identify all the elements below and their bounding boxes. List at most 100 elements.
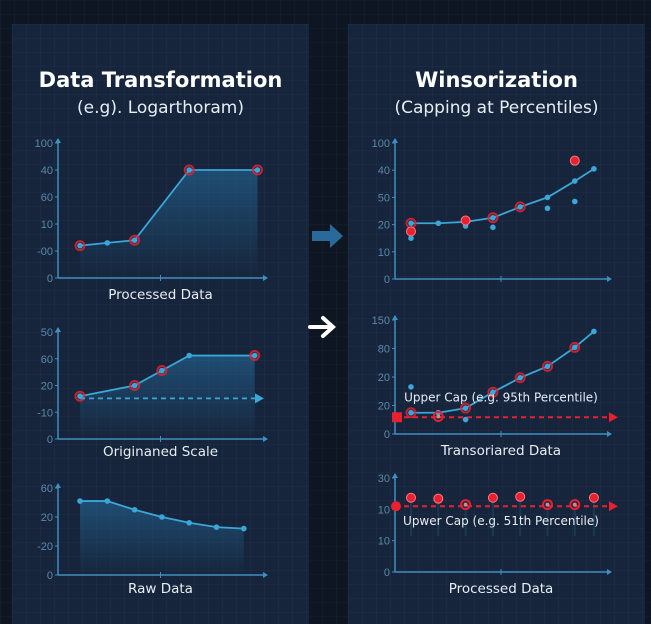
data-point bbox=[104, 240, 111, 246]
chart-3: 0 -20 20 60 Raw Data bbox=[37, 483, 268, 597]
capped-point bbox=[545, 502, 550, 507]
y-tick-label: 0 bbox=[384, 274, 390, 286]
scatter-point bbox=[572, 198, 578, 205]
x-axis-arrow-icon bbox=[607, 276, 612, 282]
data-point bbox=[572, 178, 578, 184]
x-axis-label: Originaned Scale bbox=[103, 444, 218, 460]
scatter-point bbox=[408, 235, 414, 241]
y-tick-label: 10 bbox=[378, 504, 390, 516]
right-subtitle: (Capping at Percentiles) bbox=[394, 98, 599, 118]
arrow-right-icon bbox=[255, 393, 264, 404]
y-tick-label: 60 bbox=[41, 483, 53, 495]
data-point bbox=[490, 389, 496, 396]
y-axis-arrow-icon bbox=[55, 138, 61, 143]
y-tick-label: 10 bbox=[378, 247, 390, 259]
data-point bbox=[591, 166, 597, 172]
y-axis-arrow-icon bbox=[55, 483, 61, 488]
y-tick-label: 10 bbox=[41, 219, 53, 231]
capped-point-ring bbox=[460, 499, 472, 511]
data-point bbox=[131, 382, 138, 389]
outlier-ring bbox=[74, 240, 86, 252]
capped-point bbox=[406, 226, 416, 237]
y-axis-arrow-icon bbox=[392, 315, 398, 320]
outlier-ring bbox=[487, 386, 499, 398]
data-point bbox=[591, 328, 597, 335]
data-point bbox=[572, 344, 578, 351]
y-tick-label: -10 bbox=[37, 407, 53, 419]
capped-point bbox=[463, 502, 468, 507]
y-tick-label: 0 bbox=[47, 273, 53, 285]
x-axis-arrow-icon bbox=[607, 431, 612, 437]
scatter-point bbox=[490, 224, 496, 231]
cap-marker bbox=[391, 501, 401, 512]
scatter-point bbox=[408, 384, 414, 390]
outlier-ring bbox=[249, 350, 261, 362]
capped-point bbox=[487, 492, 498, 503]
series-line bbox=[411, 330, 595, 414]
y-tick-label: 60 bbox=[41, 354, 53, 366]
y-tick-label: 20 bbox=[378, 372, 390, 384]
chart-2: 0 -10 20 60 50 Originaned Scale bbox=[37, 327, 268, 460]
y-tick-label: 40 bbox=[378, 165, 390, 177]
y-tick-label: 50 bbox=[378, 192, 390, 204]
y-tick-label: 50 bbox=[41, 327, 53, 339]
series-line bbox=[411, 168, 595, 225]
outlier-ring bbox=[156, 365, 168, 377]
data-point bbox=[131, 506, 138, 513]
data-point bbox=[186, 167, 192, 173]
y-tick-label: 100 bbox=[372, 138, 390, 150]
outlier-ring bbox=[487, 212, 499, 224]
y-tick-label: 10 bbox=[378, 536, 390, 548]
data-point bbox=[462, 405, 469, 411]
outlier-ring bbox=[569, 341, 581, 353]
scatter-point bbox=[544, 205, 551, 212]
x-axis-arrow-icon bbox=[263, 572, 268, 578]
scatter-point bbox=[462, 416, 469, 423]
outlier-ring bbox=[542, 360, 553, 372]
chart-1: 0 -00 10 60 40 100 Processed Data bbox=[35, 138, 268, 303]
y-tick-label: 0 bbox=[384, 429, 390, 441]
left-title: Data Transformation bbox=[38, 68, 283, 92]
y-tick-label: -20 bbox=[37, 541, 53, 553]
chart-4: 0 10 20 50 40 100 bbox=[372, 138, 612, 286]
outlier-ring bbox=[251, 164, 263, 176]
data-point bbox=[77, 242, 83, 249]
x-axis-label: Raw Data bbox=[128, 581, 193, 597]
capped-point bbox=[515, 491, 526, 502]
x-axis-arrow-icon bbox=[263, 275, 268, 281]
outlier-ring bbox=[129, 234, 141, 246]
capped-point-ring bbox=[569, 499, 581, 511]
capped-point bbox=[588, 492, 599, 503]
y-tick-label: 0 bbox=[384, 567, 390, 579]
data-point bbox=[104, 498, 111, 504]
y-tick-label: 20 bbox=[378, 220, 390, 232]
y-tick-label: 0 bbox=[47, 570, 53, 582]
capped-point bbox=[460, 215, 471, 226]
y-tick-label: 150 bbox=[372, 315, 390, 327]
data-point bbox=[544, 363, 551, 370]
chart-6: 0 10 10 30 Processed Data Upwer Cap (e.g. 51t… bbox=[378, 473, 618, 597]
right-title: Winsorization bbox=[415, 68, 578, 92]
outlier-ring bbox=[460, 402, 472, 414]
data-point bbox=[159, 514, 165, 520]
cap-annotation: Upper Cap (e.g. 95th Percentile) bbox=[404, 390, 598, 404]
data-point bbox=[186, 520, 192, 526]
arrow-right-icon bbox=[312, 224, 343, 248]
x-axis-label: Transoriared Data bbox=[440, 443, 561, 459]
capped-point bbox=[406, 492, 416, 503]
area-fill bbox=[80, 170, 258, 278]
data-point bbox=[544, 194, 551, 201]
y-tick-label: 60 bbox=[41, 192, 53, 204]
outlier-ring bbox=[514, 201, 526, 213]
area-fill bbox=[80, 355, 255, 439]
y-axis-arrow-icon bbox=[392, 473, 398, 478]
data-point bbox=[435, 220, 442, 227]
data-point bbox=[517, 204, 523, 210]
cap-marker bbox=[392, 412, 402, 423]
data-point bbox=[517, 374, 523, 381]
data-point bbox=[77, 498, 83, 504]
area-fill bbox=[80, 501, 244, 575]
y-axis-arrow-icon bbox=[55, 327, 61, 332]
outlier-ring bbox=[514, 372, 526, 384]
y-tick-label: -00 bbox=[37, 246, 53, 258]
